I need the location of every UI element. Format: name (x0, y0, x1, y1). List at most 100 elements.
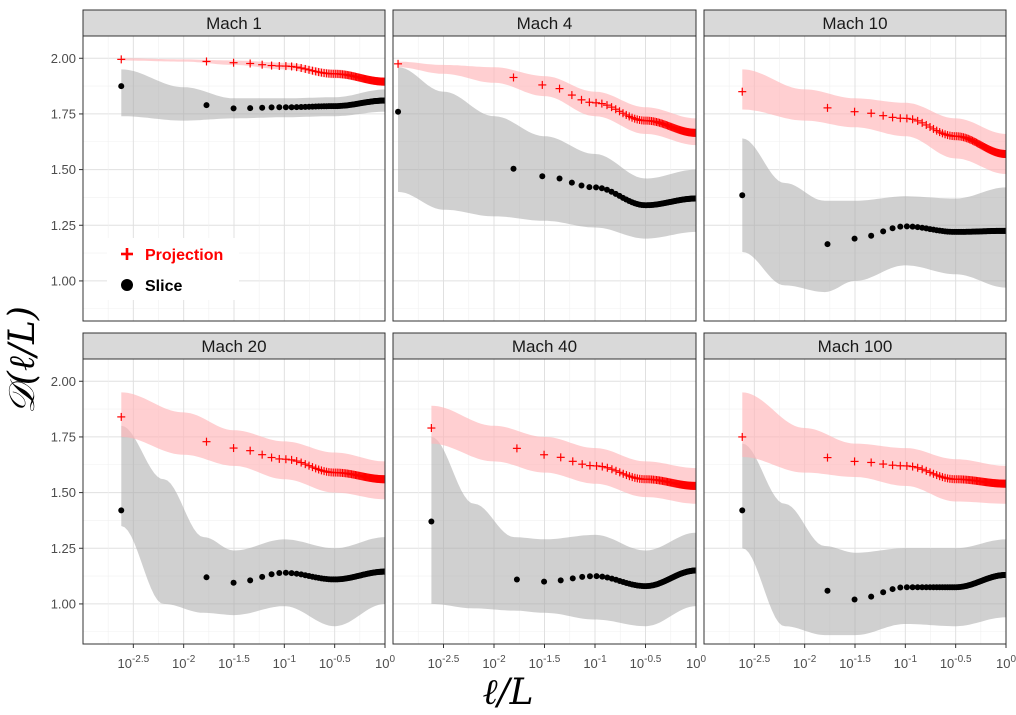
projection-series (117, 412, 385, 484)
panel-3: Mach 10 (703, 9, 1007, 322)
y-tick-label: 1.50 (51, 162, 76, 177)
slice-point (599, 573, 606, 580)
projection-point (908, 115, 917, 124)
projection-point (902, 114, 911, 123)
projection-point (585, 98, 594, 107)
slice-point (203, 574, 210, 581)
projection-point (292, 457, 301, 466)
slice-point (557, 577, 564, 584)
projection-point (281, 455, 290, 464)
slice-point (382, 97, 385, 104)
projection-point (867, 109, 876, 118)
projection-point (202, 57, 211, 66)
slice-point (909, 584, 916, 591)
projection-point (292, 63, 301, 72)
panel-strip (392, 9, 697, 37)
slice-point (903, 584, 910, 591)
projection-point (823, 453, 832, 462)
slice-point (395, 108, 402, 115)
x-tick-label: 10-2 (172, 654, 196, 671)
panel-border (703, 35, 1007, 322)
projection-point (394, 59, 403, 68)
projection-point (297, 458, 306, 467)
projection-point (603, 463, 612, 472)
x-tick-label: 10-2 (482, 654, 506, 671)
x-tick-label: 10-1 (273, 654, 297, 671)
slice-point (247, 577, 254, 584)
projection-point (692, 481, 696, 490)
slice-point (288, 104, 295, 111)
projection-point (577, 95, 586, 104)
slice-point (510, 165, 517, 172)
projection-series (738, 432, 1006, 488)
x-axis-title: ℓ/L (482, 672, 533, 713)
y-tick-label: 2.00 (51, 374, 76, 389)
slice-series (739, 507, 1006, 603)
x-tick-label: 100 (996, 654, 1016, 671)
projection-point (888, 461, 897, 470)
slice-point (739, 192, 746, 199)
slice-band (742, 138, 1006, 293)
slice-point (903, 223, 910, 230)
slice-point (739, 507, 746, 514)
slice-point (693, 567, 696, 574)
slice-point (824, 241, 831, 248)
projection-point (301, 460, 310, 469)
projection-point (301, 64, 310, 73)
projection-point (540, 450, 549, 459)
slice-point (909, 223, 916, 230)
slice-point (880, 228, 887, 235)
projection-point (738, 87, 747, 96)
projection-point (922, 120, 931, 129)
projection-point (267, 453, 276, 462)
slice-point (889, 225, 896, 232)
panel-5: Mach 40 (392, 332, 697, 648)
x-tick-label: 10-2.5 (117, 654, 149, 671)
projection-point (612, 466, 621, 475)
projection-point (258, 450, 267, 459)
legend-entry-slice: Slice (121, 278, 182, 295)
panel-plot-area (117, 55, 385, 121)
legend-entry-projection: Projection (121, 247, 223, 264)
projection-point (922, 466, 931, 475)
panel-plot-area (738, 69, 1006, 293)
slice-point (541, 578, 548, 585)
projection-point (607, 103, 616, 112)
slice-point (593, 573, 600, 580)
x-tick-label: 10-1 (894, 654, 918, 671)
panels: Mach 1 Mach 4 Mach 10 Mach 20 Mach 40 Mach 10… (79, 9, 1007, 648)
projection-point (908, 462, 917, 471)
projection-series (394, 59, 696, 137)
projection-point (117, 412, 126, 421)
y-tick-label: 1.25 (51, 218, 76, 233)
slice-series (428, 518, 696, 590)
panel-title: Mach 100 (818, 337, 893, 356)
projection-point (267, 61, 276, 70)
projection-point (597, 99, 606, 108)
y-tick-label: 1.75 (51, 429, 76, 444)
x-tick-label: 10-1.5 (529, 654, 561, 671)
x-tick-label: 10-1.5 (218, 654, 250, 671)
slice-point (556, 175, 563, 182)
slice-point (693, 195, 696, 202)
projection-point (602, 101, 611, 110)
slice-series (118, 83, 385, 112)
projection-point (926, 123, 935, 132)
slice-point (230, 579, 237, 586)
panel-title: Mach 10 (822, 14, 887, 33)
panel-plot-area (738, 392, 1006, 636)
x-tick-label: 10-2.5 (738, 654, 770, 671)
projection-point (297, 64, 306, 73)
slice-point (539, 173, 546, 180)
projection-point (538, 80, 547, 89)
x-tick-label: 10-1.5 (839, 654, 871, 671)
y-tick-label: 1.25 (51, 541, 76, 556)
projection-point (879, 111, 888, 120)
x-tick-label: 100 (375, 654, 395, 671)
slice-point (276, 569, 283, 576)
slice-point (230, 105, 237, 112)
panel-title: Mach 4 (517, 14, 573, 33)
panel-border (82, 35, 386, 322)
slice-point (868, 232, 875, 239)
projection-series (427, 424, 696, 490)
